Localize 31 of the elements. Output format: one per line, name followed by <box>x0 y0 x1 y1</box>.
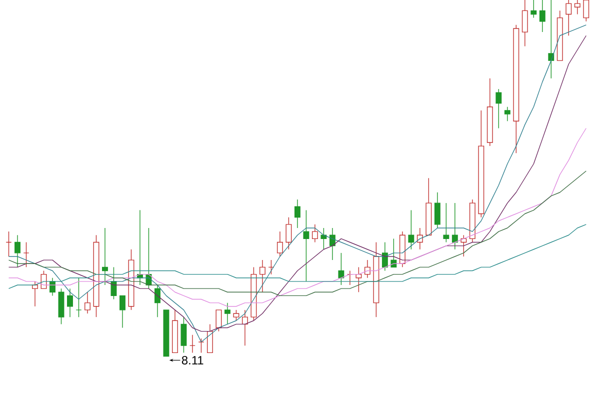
candlestick <box>364 260 370 278</box>
candlestick <box>373 242 380 318</box>
candlestick <box>6 231 12 257</box>
candlestick <box>268 260 274 275</box>
candlestick <box>469 199 476 243</box>
candlestick <box>224 302 230 325</box>
candlestick <box>189 334 196 354</box>
candlestick <box>154 284 160 318</box>
candlestick <box>522 0 528 47</box>
candlestick <box>14 234 20 268</box>
candlestick <box>294 199 300 228</box>
candlestick <box>303 210 310 282</box>
candlestick <box>434 192 440 228</box>
candlestick <box>76 278 82 318</box>
candlestick <box>346 270 353 286</box>
candlestick <box>548 0 554 79</box>
candlestick <box>198 338 204 354</box>
candlestick <box>259 260 266 292</box>
annotation: 8.11 <box>182 356 204 364</box>
candlestick <box>276 231 283 257</box>
candlestick <box>399 231 406 268</box>
candlestick <box>242 310 248 346</box>
candlestick <box>486 78 493 146</box>
candlestick <box>32 281 38 307</box>
candlestick <box>539 0 546 32</box>
candlestick <box>67 288 73 318</box>
candlestick <box>84 292 90 314</box>
candlestick <box>23 242 30 268</box>
candlestick <box>102 228 108 286</box>
candlestick <box>452 202 458 250</box>
candlestick <box>312 224 318 243</box>
